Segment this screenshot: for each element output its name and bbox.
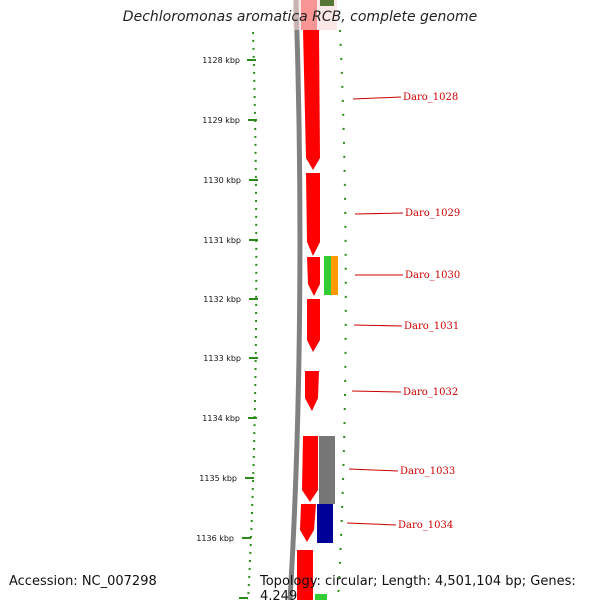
gene-label-daro-1030[interactable]: Daro_1030 <box>405 270 460 281</box>
map-title: Dechloromonas aromatica RCB, complete ge… <box>122 9 478 25</box>
gene-arrow-daro-1033 <box>302 436 318 502</box>
gene-arrow-daro-1034 <box>300 504 316 542</box>
gene-arrow-daro-1031 <box>307 299 320 352</box>
leader-line <box>346 522 397 526</box>
tick-label-1133: 1133 kbp <box>203 354 241 363</box>
outer-ring-dotted <box>337 29 347 600</box>
gene-label-daro-1032[interactable]: Daro_1032 <box>403 387 458 398</box>
leader-line <box>354 212 404 215</box>
feature-gray-1033 <box>319 436 335 504</box>
tick-label-1130: 1130 kbp <box>203 176 241 185</box>
gene-label-leaders <box>346 96 404 526</box>
feature-green-1030 <box>324 256 331 295</box>
tick-label-1134: 1134 kbp <box>202 414 240 423</box>
tick-label-1129: 1129 kbp <box>202 116 240 125</box>
leader-line <box>353 324 403 327</box>
leader-line <box>348 468 399 472</box>
ruler-line-dotted <box>247 31 258 600</box>
feature-bottom-red <box>297 550 313 600</box>
gene-label-daro-1028[interactable]: Daro_1028 <box>403 92 458 103</box>
tick-label-1131: 1131 kbp <box>203 236 241 245</box>
gene-label-daro-1029[interactable]: Daro_1029 <box>405 208 460 219</box>
feature-navy-1034 <box>317 504 333 543</box>
tick-label-1132: 1132 kbp <box>203 295 241 304</box>
gene-arrow-daro-1032 <box>305 371 319 411</box>
gene-arrow-daro-1029 <box>306 173 320 256</box>
tick-label-1128: 1128 kbp <box>202 56 240 65</box>
genome-summary-text: Topology: circular; Length: 4,501,104 bp… <box>260 574 576 600</box>
accession-text: Accession: NC_007298 <box>9 574 157 589</box>
genome-backbone <box>287 0 303 600</box>
leader-line <box>351 390 402 393</box>
gene-label-daro-1033[interactable]: Daro_1033 <box>400 466 455 477</box>
leader-line <box>352 96 402 100</box>
tick-label-1135: 1135 kbp <box>199 474 237 483</box>
gene-arrow-daro-1028 <box>303 30 320 170</box>
gene-arrow-daro-1030 <box>307 257 320 296</box>
feature-orange-1030 <box>331 256 338 295</box>
ruler-ticks <box>239 59 258 599</box>
gene-label-daro-1034[interactable]: Daro_1034 <box>398 520 453 531</box>
tick-label-1136: 1136 kbp <box>196 534 234 543</box>
feature-top-green <box>320 0 334 6</box>
gene-label-daro-1031[interactable]: Daro_1031 <box>404 321 459 332</box>
feature-bottom-green <box>315 594 327 600</box>
